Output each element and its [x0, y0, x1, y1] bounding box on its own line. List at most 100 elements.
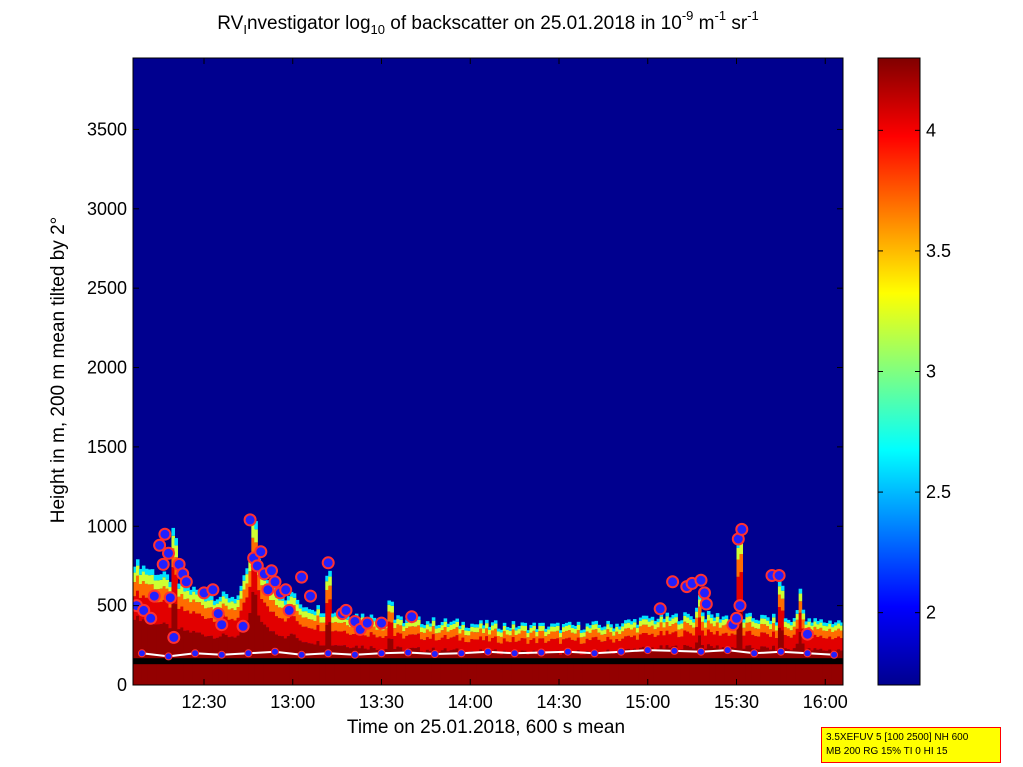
- heat-cell: [647, 626, 652, 635]
- heat-cell: [316, 609, 320, 616]
- heat-cell: [177, 629, 181, 685]
- heat-cell: [390, 605, 394, 613]
- heat-cell: [488, 634, 492, 642]
- heat-cell: [553, 631, 557, 639]
- heat-cell: [819, 627, 823, 636]
- heat-cell: [786, 628, 791, 637]
- heat-cell: [766, 617, 770, 621]
- heat-cell: [266, 606, 270, 628]
- heat-cell: [405, 619, 409, 623]
- ground-line: [133, 658, 843, 665]
- heat-cell: [573, 628, 578, 634]
- heat-cell: [786, 619, 791, 624]
- heat-cell: [804, 621, 809, 625]
- heat-cell: [485, 619, 489, 624]
- heat-cell: [630, 637, 634, 650]
- heat-cell: [822, 625, 826, 631]
- heat-cell: [227, 598, 232, 603]
- heat-cell: [393, 628, 397, 636]
- heat-cell: [647, 618, 652, 622]
- heat-cell: [488, 626, 492, 630]
- heat-cell: [186, 585, 190, 591]
- heat-cell: [251, 537, 255, 559]
- heat-cell: [795, 613, 800, 620]
- heat-cell: [310, 609, 315, 614]
- heat-cell: [434, 652, 439, 685]
- heat-cell: [564, 638, 569, 651]
- aerosol-layer-point: [265, 564, 278, 578]
- heat-cell: [573, 633, 578, 641]
- heat-cell: [310, 628, 315, 644]
- heat-cell: [156, 580, 161, 590]
- heat-cell: [141, 581, 146, 596]
- boundary-layer-point: [457, 649, 466, 658]
- heat-cell: [357, 648, 362, 685]
- boundary-layer-point: [137, 649, 146, 658]
- heat-cell: [227, 619, 232, 638]
- heat-cell: [488, 653, 492, 685]
- heat-cell: [159, 624, 164, 685]
- heat-cell: [295, 604, 300, 611]
- heat-cell: [529, 651, 533, 685]
- heat-cell: [813, 621, 817, 627]
- heat-cell: [437, 627, 442, 633]
- aerosol-layer-point: [304, 589, 317, 603]
- heat-cell: [772, 631, 776, 646]
- heat-cell: [141, 565, 146, 572]
- heat-cell: [523, 630, 528, 639]
- heat-cell: [689, 625, 693, 634]
- heat-cell: [834, 625, 838, 631]
- heat-cell: [567, 650, 572, 685]
- heat-cell: [588, 628, 593, 633]
- heat-cell: [348, 626, 353, 635]
- heat-cell: [396, 624, 400, 633]
- heat-cell: [621, 638, 625, 652]
- heat-cell: [813, 648, 817, 685]
- heat-cell: [141, 571, 146, 582]
- heat-cell: [511, 649, 516, 685]
- heat-cell: [260, 576, 264, 586]
- heat-cell: [635, 624, 640, 628]
- boundary-layer-point: [750, 649, 759, 658]
- aerosol-layer-point: [268, 575, 282, 589]
- heat-cell: [630, 629, 634, 638]
- heat-cell: [686, 623, 690, 632]
- heat-cell: [390, 612, 394, 623]
- heat-cell: [559, 630, 563, 633]
- heat-cell: [354, 645, 359, 685]
- heat-cell: [520, 638, 525, 651]
- heat-cell: [582, 643, 587, 655]
- heat-cell: [780, 590, 785, 599]
- heat-cell: [195, 613, 199, 633]
- heat-cell: [186, 610, 190, 631]
- heat-cell: [641, 633, 646, 647]
- heat-cell: [609, 639, 613, 652]
- heat-cell: [840, 622, 843, 626]
- heat-cell: [772, 617, 776, 624]
- heat-cell: [724, 632, 729, 647]
- heat-cell: [561, 631, 566, 640]
- heat-cell: [189, 602, 193, 614]
- heat-cell: [505, 641, 510, 654]
- aerosol-layer-point: [733, 599, 747, 613]
- heat-cell: [606, 624, 610, 630]
- heat-cell: [328, 576, 332, 586]
- heat-cell: [496, 654, 501, 685]
- boundary-layer-point: [510, 649, 519, 658]
- heat-cell: [638, 647, 643, 685]
- heat-cell: [777, 627, 782, 685]
- aerosol-layer-point: [321, 556, 335, 570]
- heat-cell: [754, 623, 758, 629]
- heat-cell: [786, 623, 791, 629]
- heat-cell: [760, 623, 764, 633]
- heat-cell: [402, 631, 406, 639]
- heat-cell: [440, 625, 445, 631]
- heat-cell: [263, 624, 267, 685]
- heat-cell: [493, 623, 498, 629]
- heat-cell: [301, 611, 306, 618]
- heat-cell: [144, 583, 149, 598]
- y-tick-label: 3000: [87, 199, 127, 219]
- heat-cell: [547, 629, 551, 635]
- heat-cell: [724, 615, 729, 619]
- heat-cell: [650, 625, 655, 634]
